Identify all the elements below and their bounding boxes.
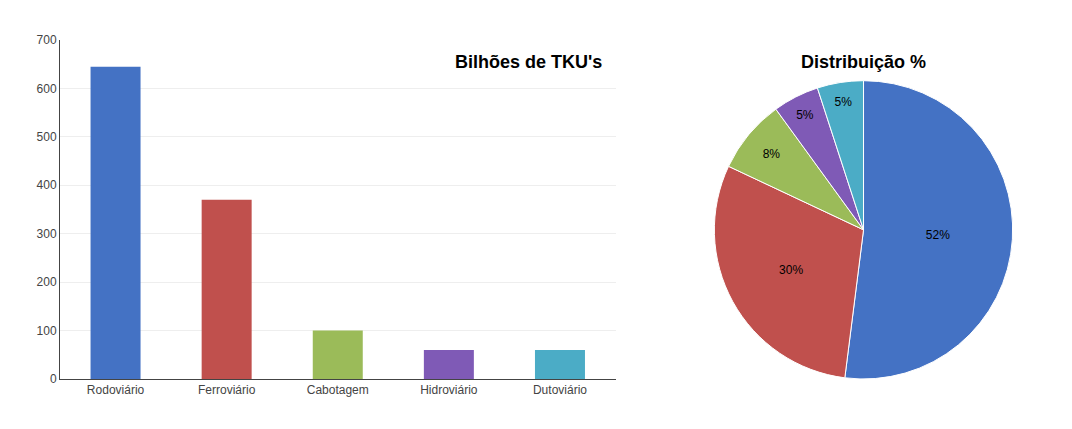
svg-text:Distribuição %: Distribuição % xyxy=(801,52,926,72)
svg-text:Hidroviário: Hidroviário xyxy=(420,383,478,397)
svg-text:Cabotagem: Cabotagem xyxy=(307,383,369,397)
svg-text:Rodoviário: Rodoviário xyxy=(87,383,145,397)
svg-text:100: 100 xyxy=(37,324,57,338)
svg-text:0: 0 xyxy=(50,372,57,386)
svg-text:600: 600 xyxy=(37,82,57,96)
svg-text:400: 400 xyxy=(37,178,57,192)
svg-text:300: 300 xyxy=(37,227,57,241)
svg-text:700: 700 xyxy=(37,33,57,47)
svg-text:Dutoviário: Dutoviário xyxy=(533,383,587,397)
svg-text:500: 500 xyxy=(37,130,57,144)
svg-text:Bilhões de TKU's: Bilhões de TKU's xyxy=(455,52,602,72)
svg-text:5%: 5% xyxy=(796,108,814,122)
svg-text:52%: 52% xyxy=(926,228,950,242)
svg-text:5%: 5% xyxy=(835,95,853,109)
svg-text:200: 200 xyxy=(37,275,57,289)
svg-text:8%: 8% xyxy=(763,147,781,161)
svg-text:30%: 30% xyxy=(779,263,803,277)
svg-text:Ferroviário: Ferroviário xyxy=(198,383,256,397)
